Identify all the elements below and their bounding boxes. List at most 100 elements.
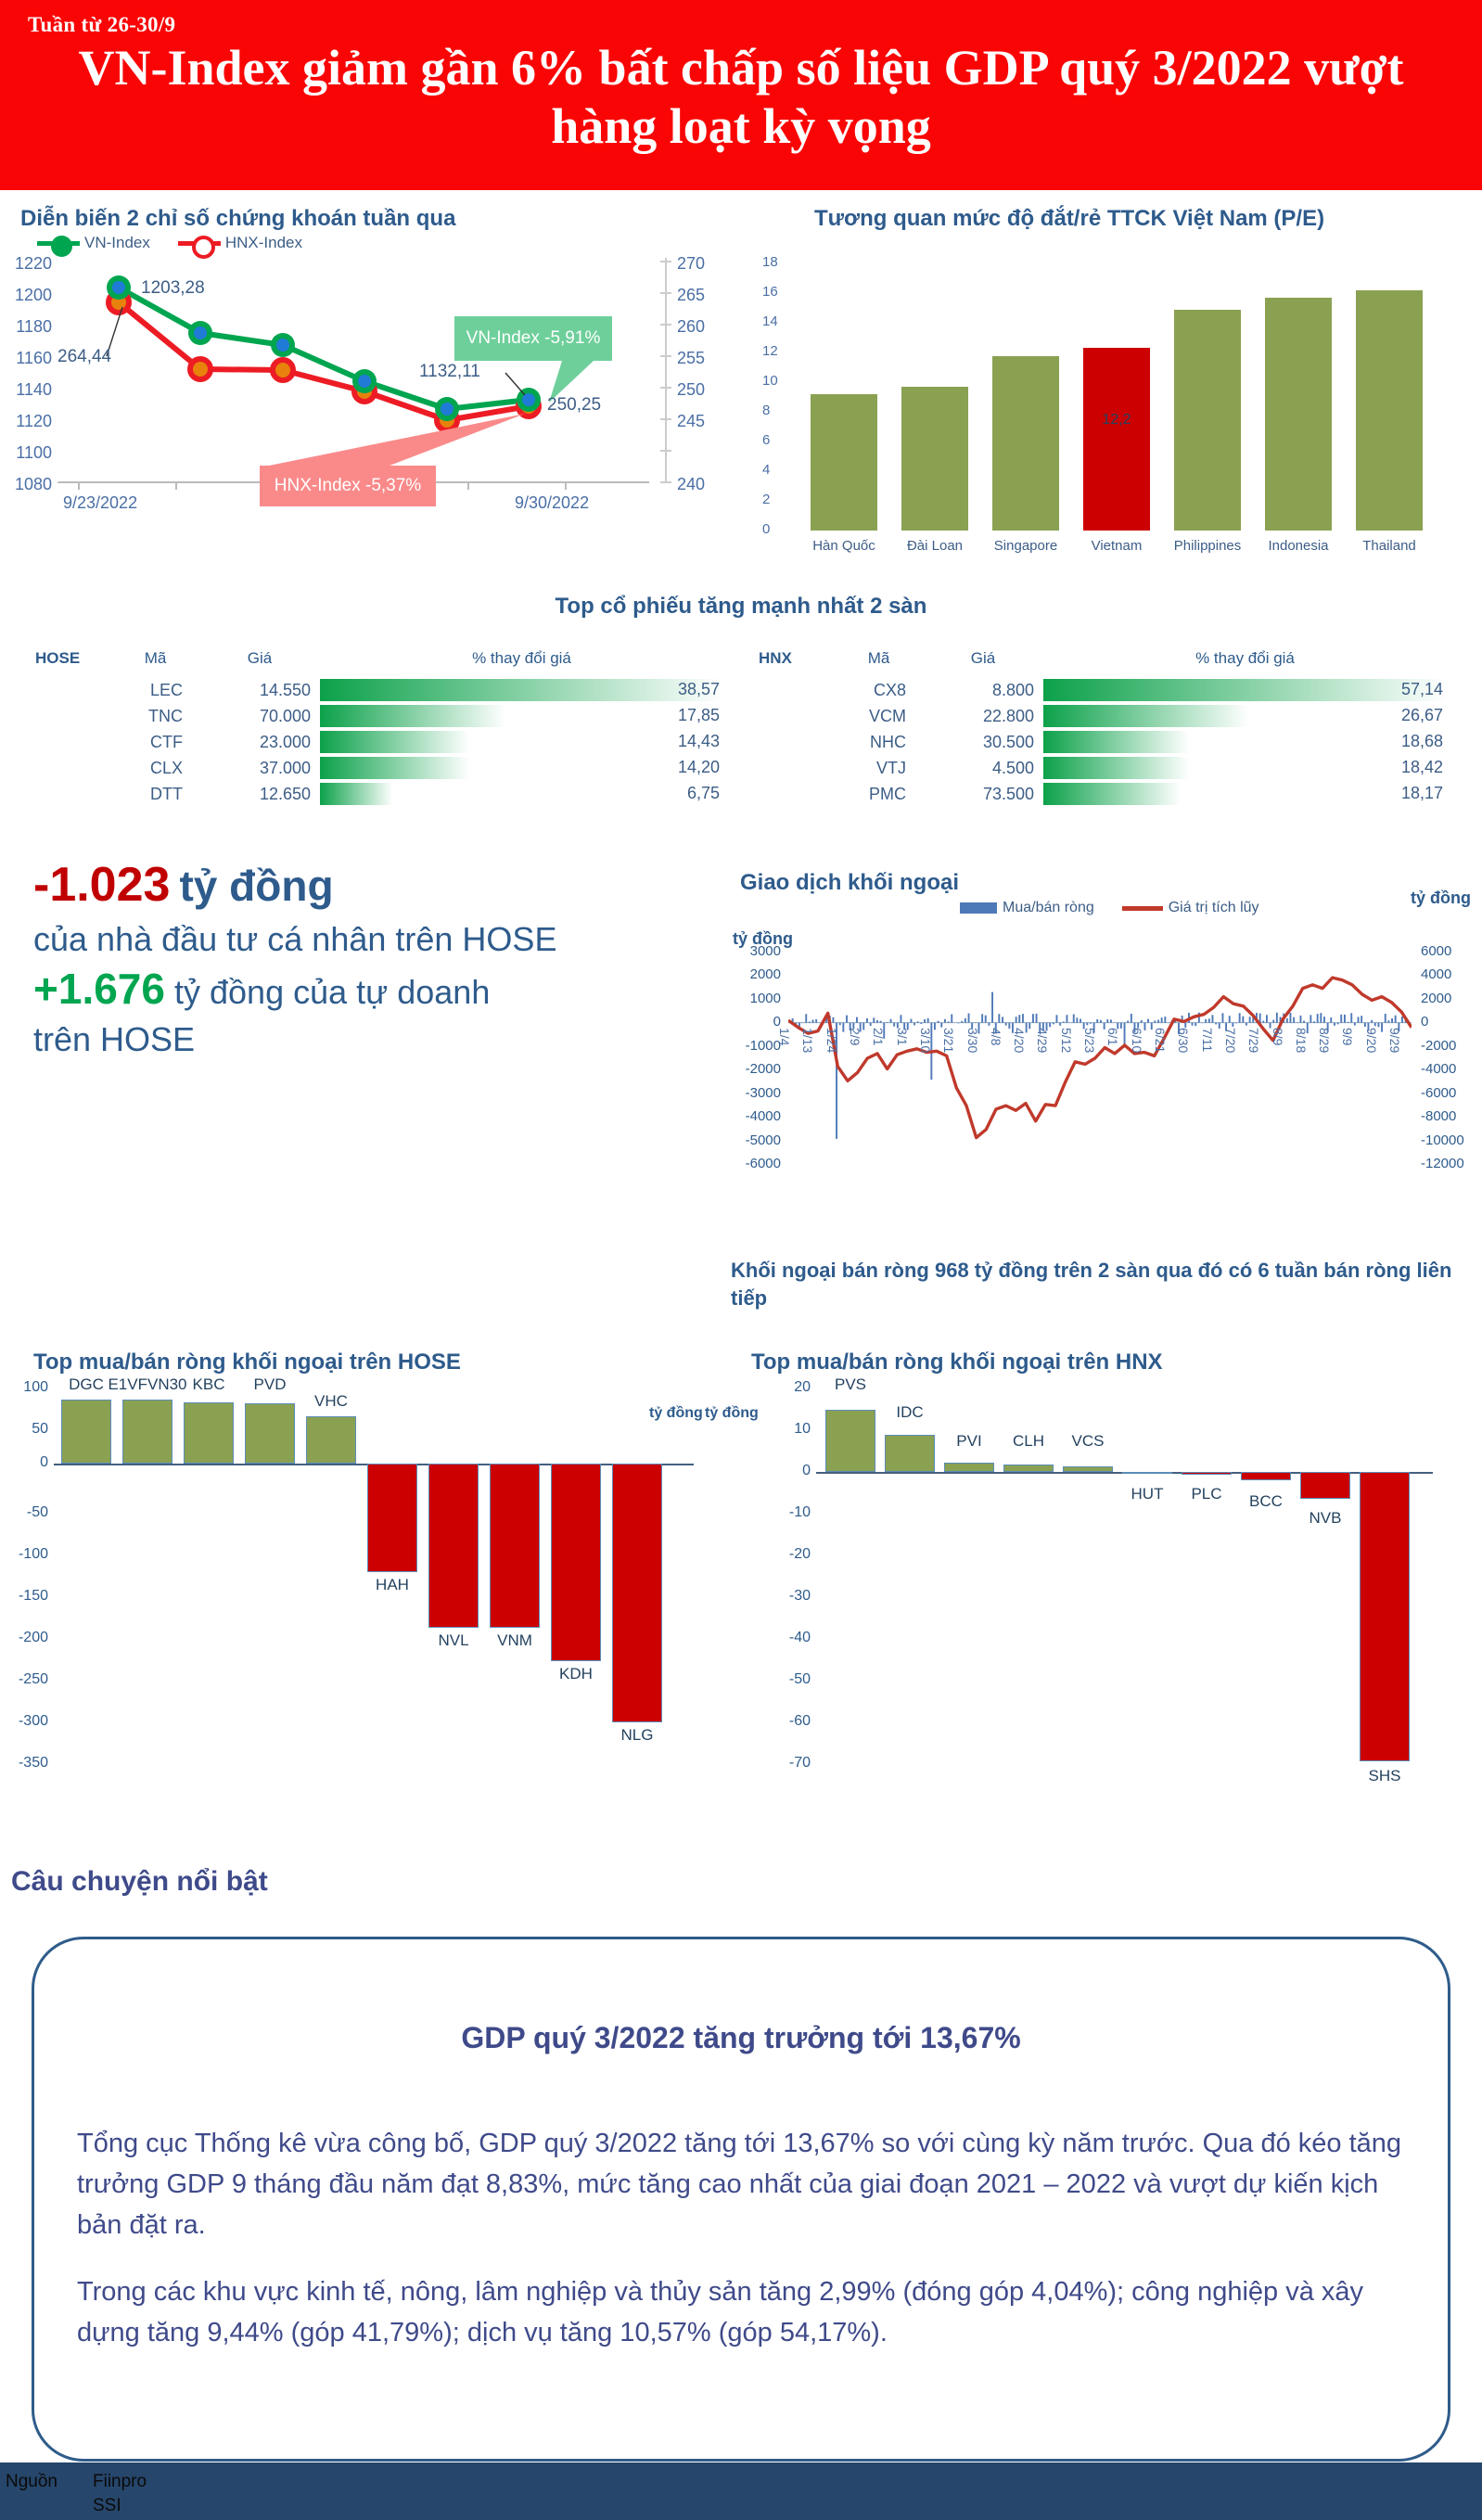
index-line-chart: Diễn biến 2 chỉ số chứng khoán tuần qua … [0,206,733,577]
fo-x-tick: 5/23 [1082,1028,1097,1054]
hnx-y-tick: -20 [788,1546,811,1562]
pe-y-tick: 10 [762,373,778,389]
cell-change: 18,68 [1400,732,1443,750]
legend-label-vnindex: VN-Index [84,234,150,251]
big-stat-block: -1.023 tỷ đồng của nhà đầu tư cá nhân tr… [33,853,710,1061]
flow-label: HUT [1131,1485,1164,1503]
fo-x-tick: 8/9 [1270,1028,1285,1046]
fo-y-tick-left: 2000 [749,966,781,982]
hose-gainers-table: HOSE Mã Giá % thay đổi giá LEC 14.550 38… [19,649,723,807]
pe-category-label: Singapore [993,538,1058,554]
stat-line-4: trên HOSE [33,1019,196,1058]
y-tick-left: 1220 [14,254,52,273]
pe-bar-dai-loan [901,387,968,531]
fo-x-tick: 6/10 [1129,1028,1144,1054]
cell-change-bar: 38,57 [320,679,723,701]
pe-y-tick: 16 [762,284,778,300]
cell-price: 30.500 [982,732,1034,751]
cell-code: NHC [870,732,906,751]
legend-label-net: Mua/bán ròng [1003,900,1094,915]
foreign-chart-caption: Khối ngoại bán ròng 968 tỷ đồng trên 2 s… [731,1259,1452,1310]
pe-bar-singapore [992,356,1059,531]
pe-chart-title: Tương quan mức độ đắt/rẻ TTCK Việt Nam (… [814,206,1325,231]
line-marker-green-icon [37,235,80,257]
legend-net-buysell: Mua/bán ròng [960,900,1094,916]
flow-bar-bcc [1241,1472,1291,1480]
foreign-chart-title: Giao dịch khối ngoại [740,870,960,895]
line-swatch-icon [1121,905,1163,911]
table-header-row: HOSE Mã Giá % thay đổi giá [19,649,723,677]
hnx-gainers-table: HNX Mã Giá % thay đổi giá CX8 8.800 57,1… [742,649,1447,807]
hose-y-tick: -350 [18,1755,48,1771]
y-tick-left: 1120 [16,412,52,430]
fo-x-tick: 6/1 [1105,1028,1121,1046]
flow-label: VNM [497,1631,532,1649]
foreign-unit-right: tỷ đồng [1411,889,1471,907]
page-title: VN-Index giảm gần 6% bất chấp số liệu GD… [78,40,1404,155]
change-bar [1043,757,1189,779]
flow-bar-plc [1182,1472,1232,1475]
cell-code: CX8 [873,680,906,699]
hose-y-tick: -200 [18,1630,48,1645]
cell-code: VTJ [875,758,906,777]
fo-y-tick-left: -5000 [745,1132,781,1148]
cell-code: PMC [869,784,906,803]
column-change: % thay đổi giá [1195,649,1295,667]
legend-label-cumulative: Giá trị tích lũy [1168,900,1259,915]
flow-label: VHC [314,1392,348,1410]
fo-x-tick: 4/20 [1012,1028,1028,1054]
stat-prop-rest: tỷ đồng của tự doanh [174,973,491,1012]
foreign-chart-svg [788,976,1412,1140]
stat-individual-unit: tỷ đồng [179,862,334,910]
fo-y-tick-left: -6000 [745,1156,781,1171]
pe-bar-chart: Tương quan mức độ đắt/rẻ TTCK Việt Nam (… [733,206,1482,577]
hnx-y-tick: -30 [788,1588,811,1604]
index-chart-legend: VN-Index HNX-Index [37,234,302,259]
pe-category-label: Hàn Quốc [812,538,875,554]
y-tick-right: 270 [677,254,706,273]
column-code: Mã [144,649,167,667]
column-code: Mã [867,649,890,667]
cell-price: 8.800 [991,680,1034,699]
flow-label: PLC [1191,1485,1222,1503]
fo-x-tick: 3/1 [894,1028,910,1046]
fo-y-tick-left: 1000 [749,991,781,1006]
pe-category-label: Thailand [1362,538,1416,554]
page-header: Tuần từ 26-30/9 VN-Index giảm gần 6% bất… [0,0,1482,190]
change-bar [1043,731,1189,753]
hnx-y-tick: -50 [788,1671,811,1687]
flow-label: SHS [1368,1767,1401,1784]
column-price: Giá [247,649,273,667]
y-tick-left: 1080 [14,475,52,493]
cell-change: 38,57 [677,680,720,698]
flow-label: NLG [620,1726,654,1744]
flow-bar-vnm [490,1464,540,1628]
fo-x-tick: 2/9 [847,1028,862,1046]
index-chart-title: Diễn biến 2 chỉ số chứng khoán tuần qua [20,206,456,231]
story-title: GDP quý 3/2022 tăng trưởng tới 13,67% [461,2021,1021,2054]
page-footer: Nguồn Fiinpro SSI [0,2462,1482,2520]
flow-bar-kdh [551,1464,601,1661]
flow-bar-vcs [1063,1466,1113,1472]
y-tick-left: 1100 [16,443,52,462]
hose-y-tick: -50 [26,1504,48,1520]
pe-y-tick: 2 [762,492,771,507]
table-row: CTF 23.000 14,43 [19,729,723,755]
pe-bar-thailand [1356,290,1423,531]
table-row: CX8 8.800 57,14 [742,677,1447,703]
fo-x-tick: 8/18 [1293,1028,1309,1054]
change-bar [320,783,393,805]
y-tick-right: 255 [677,349,706,367]
y-tick-right: 250 [677,380,706,399]
pe-value-label-vietnam: 12,2 [1102,412,1131,428]
cell-code: CLX [149,758,183,777]
pe-bar-philippines [1174,310,1241,531]
flow-bar-idc [885,1435,935,1472]
hnx-y-tick: -70 [788,1755,811,1771]
hnx-flow-title: Top mua/bán ròng khối ngoại trên HNX [751,1350,1163,1375]
pe-y-tick: 18 [762,254,778,270]
line-marker-red-icon [177,235,221,259]
stat-line-2: của nhà đầu tư cá nhân trên HOSE [33,919,557,958]
hnx-flow-unit: tỷ đồng [705,1405,759,1421]
hnx-y-tick: 0 [802,1463,811,1478]
